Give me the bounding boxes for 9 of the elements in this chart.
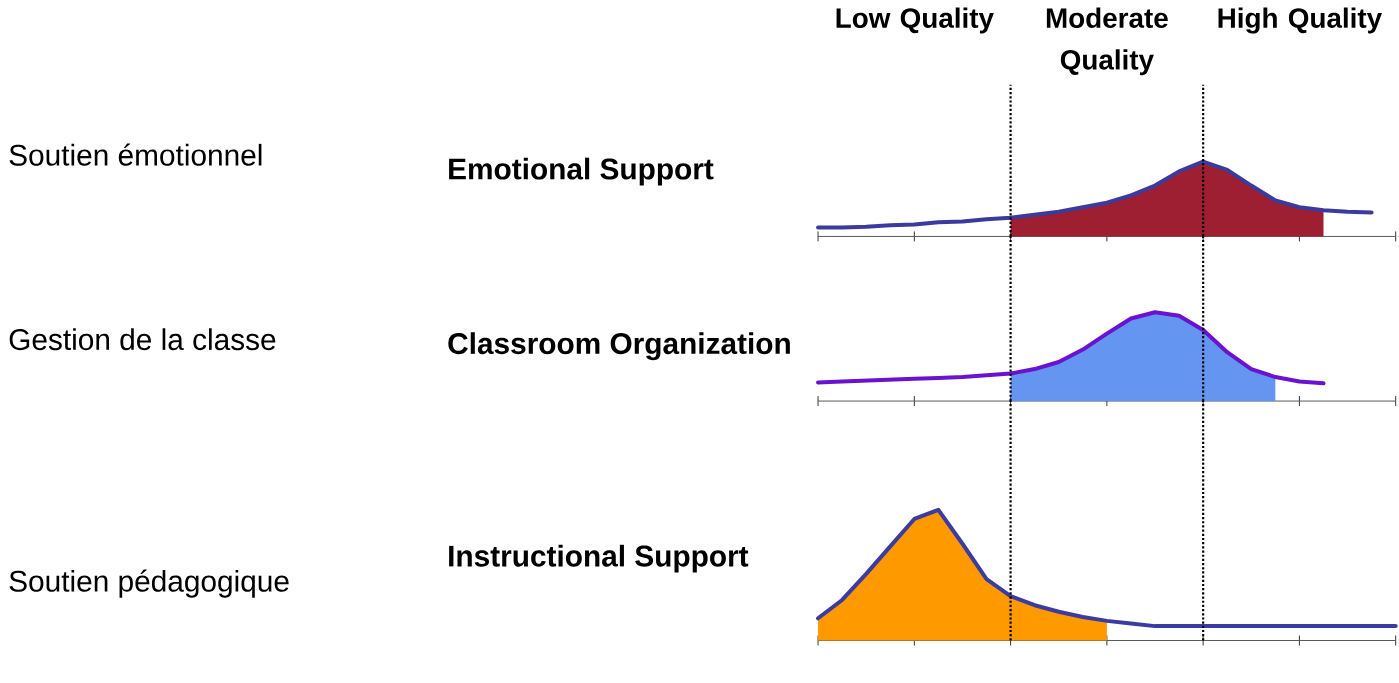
y-axis-title: Soutien émotionnel xyxy=(9,143,262,166)
y-axis-title: Gestion de la classe xyxy=(9,328,276,350)
chart-title: Emotional Support xyxy=(449,157,714,186)
text: Moderate Quality xyxy=(1046,7,1168,75)
y-axis-title: Soutien pédagogique xyxy=(9,569,289,598)
text: High Quality xyxy=(1218,7,1382,34)
text: Classroom Organization xyxy=(448,332,790,360)
text: Instructional Support xyxy=(449,544,749,573)
text: Low Quality xyxy=(836,7,994,34)
